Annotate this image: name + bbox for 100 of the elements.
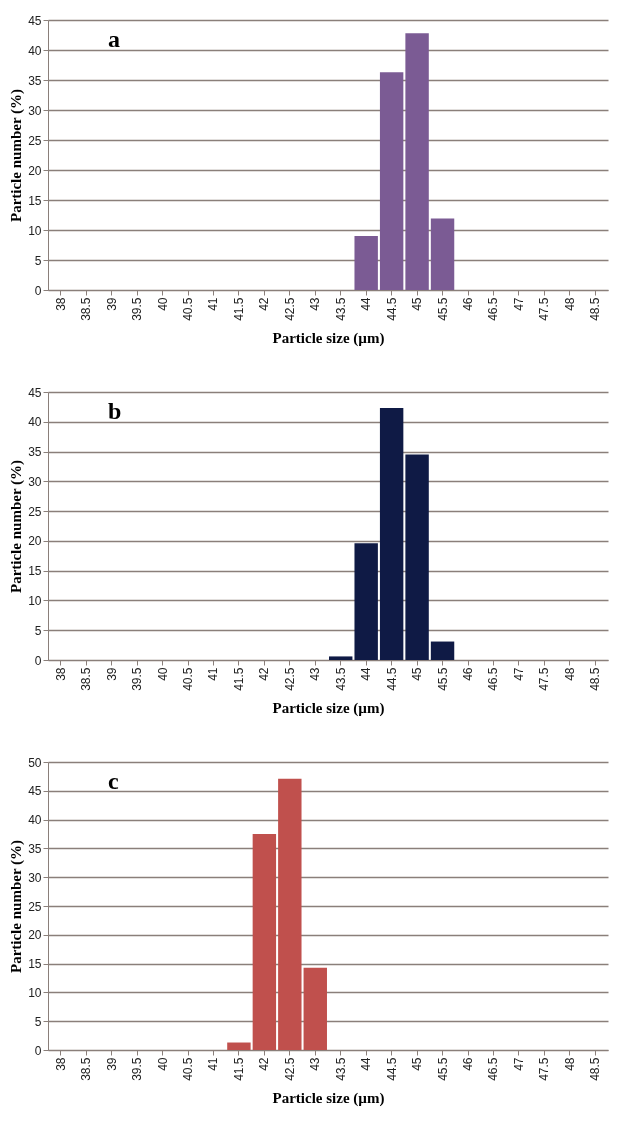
x-tick-label: 44.5 — [384, 667, 399, 691]
x-tick-label: 48.5 — [588, 297, 603, 321]
x-tick-label: 39 — [104, 1057, 119, 1071]
y-tick-label: 30 — [28, 870, 42, 885]
x-tick-label: 43.5 — [333, 297, 348, 321]
bar — [227, 1042, 251, 1050]
y-tick-label: 25 — [28, 504, 42, 519]
x-tick-label: 39 — [104, 297, 119, 311]
y-tick-label: 30 — [28, 103, 42, 118]
y-tick-label: 10 — [28, 223, 42, 238]
x-tick-label: 44.5 — [384, 1057, 399, 1081]
x-tick-label: 47 — [511, 667, 526, 681]
y-tick-label: 20 — [28, 534, 42, 549]
x-tick-label: 40 — [155, 667, 170, 681]
x-tick-label: 45.5 — [435, 297, 450, 321]
x-tick-label: 48 — [562, 297, 577, 311]
bar — [329, 656, 353, 660]
x-tick-label: 38.5 — [79, 1057, 94, 1081]
x-tick-label: 38 — [53, 1057, 68, 1071]
y-tick-label: 35 — [28, 445, 42, 460]
x-tick-label: 40 — [155, 297, 170, 311]
y-tick-label: 50 — [28, 755, 42, 770]
y-tick-label: 25 — [28, 133, 42, 148]
bar — [278, 778, 302, 1050]
x-tick-label: 43.5 — [333, 667, 348, 691]
x-tick-label: 40 — [155, 1057, 170, 1071]
y-tick-label: 15 — [28, 193, 42, 208]
x-tick-label: 42 — [257, 667, 272, 681]
x-tick-label: 45.5 — [435, 1057, 450, 1081]
x-tick-label: 43.5 — [333, 1057, 348, 1081]
y-tick-label: 5 — [34, 1014, 42, 1029]
x-tick-label: 43 — [308, 297, 323, 311]
x-tick-label: 41.5 — [231, 667, 246, 691]
bar — [405, 454, 429, 660]
x-tick-label: 47.5 — [537, 667, 552, 691]
y-tick-label: 15 — [28, 957, 42, 972]
y-axis-title: Particle number (%) — [8, 459, 26, 594]
x-tick-label: 42.5 — [282, 667, 297, 691]
y-axis-title: Particle number (%) — [8, 839, 26, 974]
y-tick-label: 45 — [28, 385, 42, 400]
x-axis-title: Particle size (µm) — [272, 1089, 385, 1107]
x-tick-label: 41.5 — [231, 297, 246, 321]
x-tick-label: 45 — [410, 1057, 425, 1071]
x-tick-label: 47.5 — [537, 1057, 552, 1081]
x-tick-label: 42 — [257, 1057, 272, 1071]
y-tick-label: 35 — [28, 841, 42, 856]
bar — [430, 641, 455, 660]
x-tick-label: 39.5 — [130, 1057, 145, 1081]
y-tick-label: 45 — [28, 13, 42, 28]
x-tick-label: 42.5 — [282, 1057, 297, 1081]
x-tick-label: 44 — [359, 1057, 374, 1071]
x-tick-label: 38 — [53, 667, 68, 681]
y-tick-label: 5 — [34, 623, 42, 638]
x-tick-label: 40.5 — [181, 667, 195, 691]
x-tick-label: 40.5 — [181, 297, 195, 321]
y-axis-title: Particle number (%) — [8, 88, 26, 223]
x-tick-label: 38.5 — [79, 667, 94, 691]
bar — [354, 236, 378, 290]
x-tick-label: 44.5 — [384, 297, 399, 321]
x-tick-label: 45 — [410, 297, 425, 311]
x-tick-label: 46 — [461, 667, 475, 681]
bar — [354, 543, 378, 660]
y-tick-label: 40 — [28, 415, 42, 430]
x-tick-label: 42.5 — [282, 297, 297, 321]
x-tick-label: 47 — [511, 297, 526, 311]
chart-title: c — [108, 768, 119, 794]
chart-title: b — [108, 398, 122, 424]
x-tick-label: 41.5 — [231, 1057, 246, 1081]
y-tick-label: 25 — [28, 899, 42, 914]
y-tick-label: 10 — [28, 593, 42, 608]
x-tick-label: 38 — [53, 297, 68, 311]
x-tick-label: 46 — [461, 1057, 475, 1071]
y-tick-label: 45 — [28, 784, 42, 799]
x-tick-label: 39.5 — [130, 667, 145, 691]
x-tick-label: 41 — [206, 667, 221, 681]
x-tick-label: 48.5 — [588, 1057, 603, 1081]
y-tick-label: 30 — [28, 474, 42, 489]
y-tick-label: 20 — [28, 928, 42, 943]
x-tick-label: 39.5 — [130, 297, 145, 321]
y-tick-label: 40 — [28, 43, 42, 58]
y-tick-label: 0 — [34, 653, 42, 668]
x-tick-label: 44 — [359, 667, 374, 681]
x-tick-label: 46 — [461, 297, 475, 311]
x-tick-label: 44 — [359, 297, 374, 311]
y-tick-label: 35 — [28, 73, 42, 88]
x-tick-label: 39 — [104, 667, 119, 681]
x-tick-label: 38.5 — [79, 297, 94, 321]
bar — [252, 834, 277, 1050]
x-tick-label: 43 — [308, 1057, 323, 1071]
y-tick-label: 0 — [34, 1043, 42, 1058]
x-tick-label: 48 — [562, 667, 577, 681]
x-tick-label: 40.5 — [181, 1057, 195, 1081]
x-axis-title: Particle size (µm) — [272, 329, 385, 347]
y-tick-label: 5 — [34, 253, 42, 268]
bar — [430, 218, 455, 290]
chart-title: a — [108, 26, 120, 52]
bar — [379, 72, 404, 290]
x-tick-label: 41 — [206, 297, 221, 311]
y-tick-label: 15 — [28, 564, 42, 579]
x-tick-label: 46.5 — [486, 667, 501, 691]
